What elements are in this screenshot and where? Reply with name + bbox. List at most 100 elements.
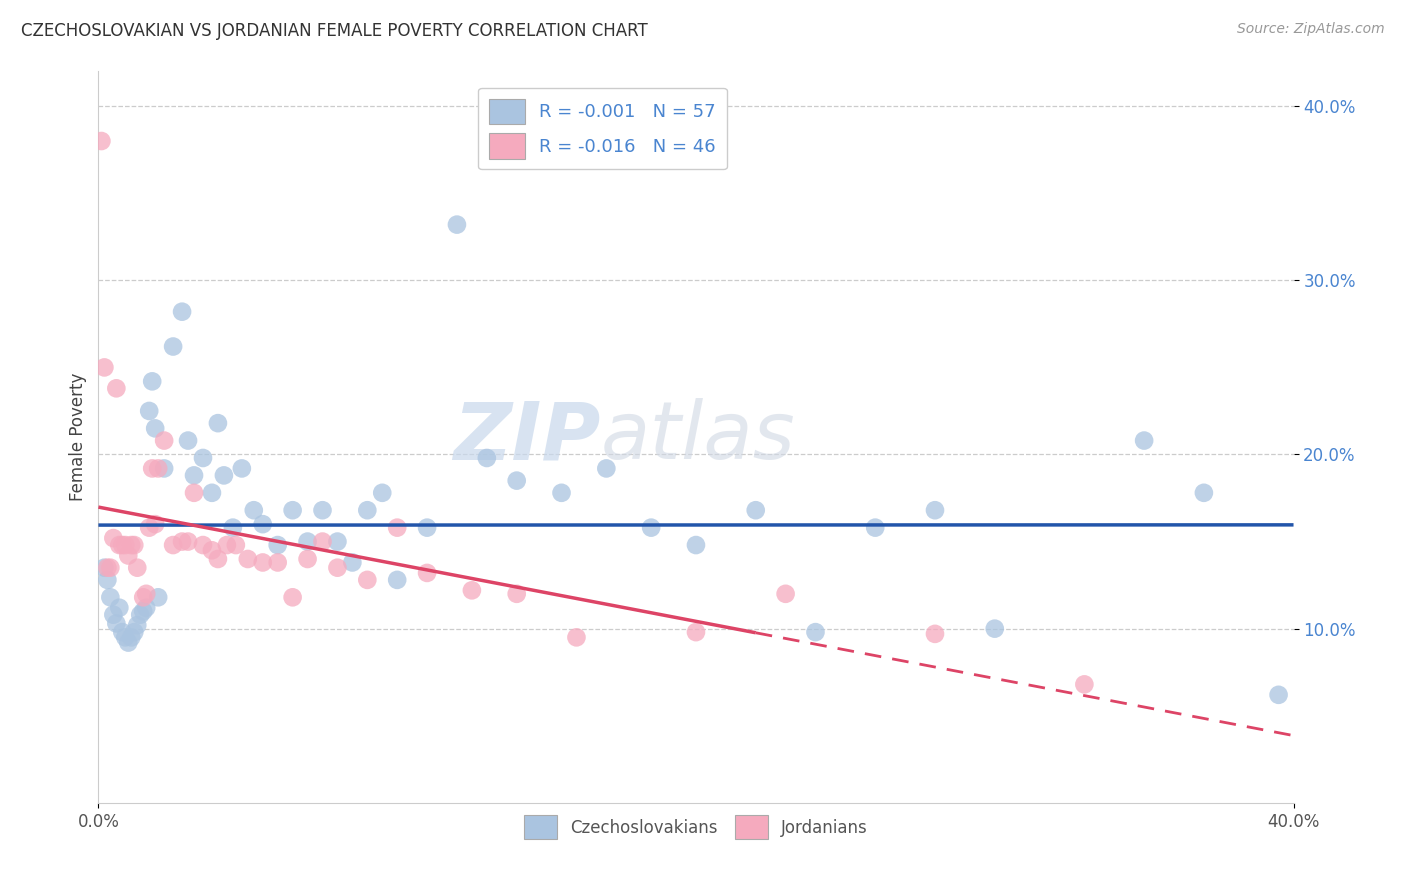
Point xyxy=(148,461,170,475)
Point xyxy=(105,616,128,631)
Legend: Czechoslovakians, Jordanians: Czechoslovakians, Jordanians xyxy=(517,809,875,846)
Point xyxy=(117,549,139,563)
Point xyxy=(281,503,304,517)
Point xyxy=(685,625,707,640)
Point xyxy=(311,503,333,517)
Text: Source: ZipAtlas.com: Source: ZipAtlas.com xyxy=(1237,22,1385,37)
Point xyxy=(267,538,290,552)
Point xyxy=(127,560,149,574)
Point xyxy=(222,521,245,535)
Point xyxy=(236,552,259,566)
Point xyxy=(108,538,131,552)
Point xyxy=(162,339,184,353)
Point xyxy=(103,607,125,622)
Point xyxy=(215,538,238,552)
Point xyxy=(132,604,155,618)
Point xyxy=(416,566,439,580)
Point xyxy=(745,503,768,517)
Text: CZECHOSLOVAKIAN VS JORDANIAN FEMALE POVERTY CORRELATION CHART: CZECHOSLOVAKIAN VS JORDANIAN FEMALE POVE… xyxy=(21,22,648,40)
Point xyxy=(252,556,274,570)
Point xyxy=(103,531,125,545)
Point xyxy=(148,591,170,605)
Point xyxy=(172,304,194,318)
Point xyxy=(416,521,439,535)
Point xyxy=(177,434,200,448)
Point xyxy=(98,560,122,574)
Point xyxy=(475,450,498,465)
Point xyxy=(191,538,214,552)
Point xyxy=(124,538,146,552)
Y-axis label: Female Poverty: Female Poverty xyxy=(69,373,87,501)
Point xyxy=(225,538,247,552)
Point xyxy=(267,556,290,570)
Point xyxy=(297,534,319,549)
Point xyxy=(108,600,131,615)
Point xyxy=(506,474,529,488)
Point xyxy=(111,625,134,640)
Point xyxy=(141,375,163,389)
Point xyxy=(141,461,163,475)
Point xyxy=(120,538,142,552)
Point xyxy=(506,587,529,601)
Text: ZIP: ZIP xyxy=(453,398,600,476)
Point xyxy=(153,461,176,475)
Point xyxy=(385,521,409,535)
Point xyxy=(191,450,214,465)
Point xyxy=(132,591,155,605)
Point xyxy=(1133,434,1156,448)
Point xyxy=(93,360,115,375)
Point xyxy=(120,631,142,645)
Point xyxy=(924,627,946,641)
Point xyxy=(114,538,136,552)
Point xyxy=(162,538,184,552)
Point xyxy=(90,134,112,148)
Point xyxy=(183,468,205,483)
Point xyxy=(281,591,304,605)
Text: atlas: atlas xyxy=(600,398,796,476)
Point xyxy=(153,434,176,448)
Point xyxy=(231,461,253,475)
Point xyxy=(595,461,617,475)
Point xyxy=(207,416,229,430)
Point xyxy=(865,521,887,535)
Point xyxy=(356,503,378,517)
Point xyxy=(775,587,797,601)
Point xyxy=(138,404,160,418)
Point xyxy=(243,503,266,517)
Point xyxy=(177,534,200,549)
Point xyxy=(143,517,166,532)
Point xyxy=(138,521,160,535)
Point xyxy=(143,421,166,435)
Point xyxy=(311,534,333,549)
Point xyxy=(550,485,572,500)
Point xyxy=(111,538,134,552)
Point xyxy=(461,583,484,598)
Point xyxy=(326,560,349,574)
Point xyxy=(93,560,115,574)
Point xyxy=(172,534,194,549)
Point xyxy=(385,573,409,587)
Point xyxy=(371,485,394,500)
Point xyxy=(1267,688,1289,702)
Point xyxy=(183,485,205,500)
Point xyxy=(96,560,118,574)
Point xyxy=(212,468,235,483)
Point xyxy=(342,556,364,570)
Point xyxy=(135,587,157,601)
Point xyxy=(105,381,128,395)
Point xyxy=(924,503,946,517)
Point xyxy=(685,538,707,552)
Point xyxy=(297,552,319,566)
Point xyxy=(201,485,224,500)
Point xyxy=(565,631,588,645)
Point xyxy=(96,573,118,587)
Point xyxy=(201,543,224,558)
Point xyxy=(135,600,157,615)
Point xyxy=(356,573,378,587)
Point xyxy=(804,625,827,640)
Point xyxy=(127,618,149,632)
Point xyxy=(207,552,229,566)
Point xyxy=(1192,485,1215,500)
Point xyxy=(252,517,274,532)
Point xyxy=(640,521,662,535)
